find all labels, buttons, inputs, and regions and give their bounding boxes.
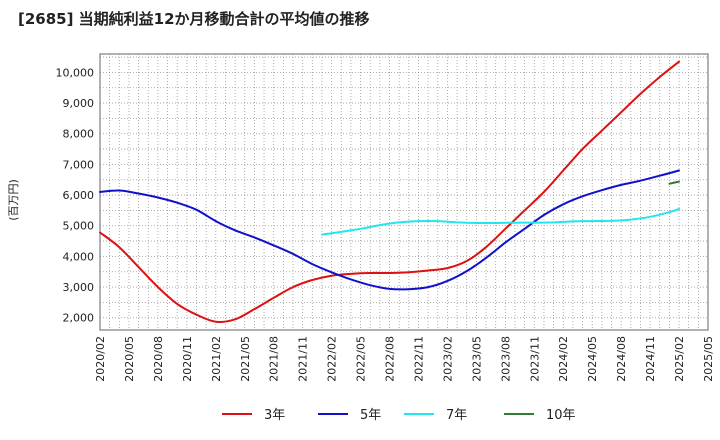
x-tick-label: 2022/02 (326, 336, 339, 382)
y-tick-label: 4,000 (63, 250, 95, 263)
x-tick-label: 2021/08 (268, 336, 281, 382)
x-tick-label: 2024/08 (615, 336, 628, 382)
series-line-3年 (99, 60, 680, 323)
y-axis-label: (百万円) (7, 179, 20, 221)
x-tick-label: 2024/05 (586, 336, 599, 382)
series-line-5年 (99, 169, 680, 291)
x-tick-label: 2025/05 (702, 336, 715, 382)
x-tick-label: 2023/11 (528, 336, 541, 382)
series-line-7年 (321, 207, 680, 236)
legend-label: 7年 (446, 408, 467, 423)
x-tick-label: 2023/05 (470, 336, 483, 382)
x-tick-label: 2022/05 (355, 336, 368, 382)
series-line-10年 (668, 180, 680, 185)
y-tick-label: 2,000 (63, 312, 95, 325)
x-tick-label: 2020/05 (123, 336, 136, 382)
legend-label: 10年 (546, 408, 576, 423)
x-tick-label: 2022/11 (412, 336, 425, 382)
y-tick-label: 3,000 (63, 281, 95, 294)
y-tick-label: 7,000 (63, 158, 95, 171)
y-tick-label: 6,000 (63, 189, 95, 202)
x-tick-label: 2023/02 (441, 336, 454, 382)
x-tick-label: 2020/11 (181, 336, 194, 382)
x-tick-label: 2022/08 (384, 336, 397, 382)
y-tick-label: 10,000 (56, 66, 95, 79)
x-tick-labels: 2020/02 2020/05 2020/08 2020/11 2021/02 2021/… (94, 336, 715, 382)
y-tick-label: 9,000 (63, 97, 95, 110)
x-tick-label: 2023/08 (499, 336, 512, 382)
legend-label: 3年 (264, 408, 285, 423)
series-layer (99, 60, 680, 323)
x-tick-label: 2021/05 (239, 336, 252, 382)
x-tick-label: 2024/11 (644, 336, 657, 382)
chart-title: [2685] 当期純利益12か月移動合計の平均値の推移 (18, 10, 370, 28)
x-tick-label: 2020/02 (94, 336, 107, 382)
legend: 3年 5年 7年 10年 (222, 408, 576, 423)
y-tick-label: 8,000 (63, 128, 95, 141)
x-tick-label: 2020/08 (152, 336, 165, 382)
grid-layer (100, 54, 708, 330)
y-tick-label: 5,000 (63, 220, 95, 233)
x-tick-label: 2025/02 (673, 336, 686, 382)
x-tick-label: 2021/02 (210, 336, 223, 382)
legend-label: 5年 (360, 408, 381, 423)
x-tick-label: 2021/11 (297, 336, 310, 382)
x-tick-label: 2024/02 (557, 336, 570, 382)
y-tick-labels: 2,000 3,000 4,000 5,000 6,000 7,000 8,000 9,000… (56, 66, 95, 324)
